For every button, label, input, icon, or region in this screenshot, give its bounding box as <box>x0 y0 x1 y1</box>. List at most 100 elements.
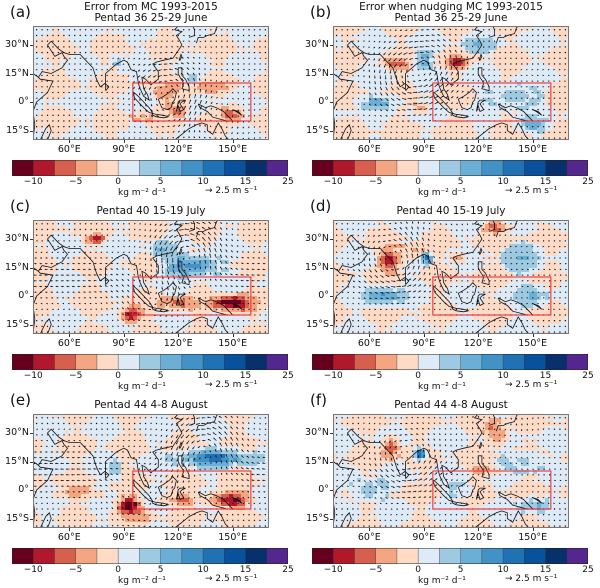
y-tick-label: 30°N <box>305 427 329 438</box>
y-tick <box>30 130 33 132</box>
y-tick <box>30 45 33 46</box>
precip-field <box>333 26 569 140</box>
x-tick-label: 60°E <box>57 532 81 543</box>
y-tick-label: 15°S <box>306 512 329 524</box>
x-tick-label: 120°E <box>163 144 193 155</box>
colorbar <box>12 548 288 564</box>
x-tick-label: 60°E <box>357 532 381 543</box>
colorbar-segment <box>418 354 440 370</box>
colorbar-segment <box>54 160 76 176</box>
x-tick <box>178 140 180 143</box>
panel-e: (e) Pentad 44 4-8 August 30°N 15°N 0° 15°S 60°… <box>0 388 300 586</box>
x-tick-label: 60°E <box>57 144 81 155</box>
colorbar-unit-label: kg m⁻² d⁻¹ <box>418 382 466 392</box>
colorbar <box>312 354 588 370</box>
colorbar-segment <box>266 354 288 370</box>
colorbar-tick-label: 15 <box>239 565 252 575</box>
colorbar-segment <box>396 354 419 370</box>
panel-d: (d) Pentad 40 15-19 July 30°N 15°N 0° 15°S 60°… <box>300 194 600 392</box>
colorbar-segment <box>460 354 483 370</box>
colorbar <box>12 160 288 176</box>
panel-title-line: Pentad 40 15-19 July <box>396 205 506 217</box>
colorbar-unit-label: kg m⁻² d⁻¹ <box>118 382 166 392</box>
y-tick-label: 15°S <box>6 512 29 524</box>
colorbar-segment <box>118 354 140 370</box>
y-tick <box>330 433 333 434</box>
colorbar-segment <box>224 160 246 176</box>
y-tick-label: 15°N <box>5 67 29 79</box>
colorbar-segment <box>54 354 76 370</box>
panel-b: (b) Error when nudging MC 1993-2015 Pentad… <box>300 0 600 199</box>
colorbar-segment <box>396 548 419 564</box>
map-frame <box>333 414 569 528</box>
y-tick-label: 15°N <box>305 67 329 79</box>
y-tick <box>30 296 33 297</box>
y-tick-label: 0° <box>318 484 329 495</box>
x-tick-label: 120°E <box>463 532 493 543</box>
colorbar-segment <box>245 160 268 176</box>
colorbar-segment <box>12 160 34 176</box>
wind-vectors <box>335 28 567 140</box>
panel-c: (c) Pentad 40 15-19 July 30°N 15°N 0° 15°S 60°… <box>0 194 300 392</box>
colorbar-segment <box>33 160 55 176</box>
x-tick <box>423 140 425 143</box>
colorbar-tick-label: 5 <box>457 565 464 575</box>
colorbar-tick-label: 10 <box>197 177 209 187</box>
colorbar-tick-label: −10 <box>323 565 343 575</box>
x-tick <box>123 140 125 143</box>
colorbar-segment <box>333 354 355 370</box>
x-tick-label: 150°E <box>518 338 548 349</box>
y-tick-label: 15°S <box>306 124 329 136</box>
y-tick-label: 15°N <box>305 455 329 467</box>
colorbar-segment <box>75 548 98 564</box>
x-tick <box>423 334 425 337</box>
colorbar-tick-label: −10 <box>23 565 43 575</box>
colorbar-segment <box>160 354 183 370</box>
colorbar-segment <box>375 354 398 370</box>
wind-key: → 2.5 m s⁻¹ <box>505 186 557 196</box>
y-tick <box>30 324 33 326</box>
colorbar-segment <box>312 548 334 564</box>
x-tick-label: 150°E <box>218 532 248 543</box>
colorbar-segment <box>118 160 140 176</box>
colorbar-tick-label: 10 <box>197 371 209 381</box>
colorbar-tick-label: 0 <box>115 565 121 575</box>
colorbar-unit-label: kg m⁻² d⁻¹ <box>418 576 466 586</box>
panel-label: (f) <box>310 391 327 409</box>
colorbar-tick-label: −10 <box>323 177 343 187</box>
panel-f: (f) Pentad 44 4-8 August 30°N 15°N 0° 15°S 60°… <box>300 388 600 586</box>
y-tick <box>330 102 333 103</box>
y-tick <box>30 433 33 434</box>
panel-title-line: Error from MC 1993-2015 <box>84 1 218 13</box>
wind-key-arrow-icon: → <box>205 380 216 390</box>
x-tick-label: 150°E <box>518 144 548 155</box>
colorbar-tick-label: 5 <box>157 177 164 187</box>
y-tick-label: 15°N <box>5 261 29 273</box>
colorbar-segment <box>266 548 288 564</box>
colorbar-tick-label: 15 <box>239 177 252 187</box>
x-tick <box>478 140 480 143</box>
wind-vectors <box>35 29 267 140</box>
x-tick-label: 90°E <box>112 144 136 155</box>
colorbar-segment <box>545 548 568 564</box>
panel-title-line: Error when nudging MC 1993-2015 <box>359 1 543 13</box>
y-tick-label: 30°N <box>5 427 29 438</box>
map-e <box>33 414 269 528</box>
wind-key: → 2.5 m s⁻¹ <box>505 574 557 584</box>
colorbar-tick-label: 0 <box>115 371 121 381</box>
colorbar-segment <box>566 160 588 176</box>
colorbar-segment <box>418 548 440 564</box>
panel-title-line: Pentad 36 25-29 June <box>394 12 508 24</box>
colorbar-tick-label: 5 <box>157 371 164 381</box>
colorbar-segment <box>354 160 376 176</box>
colorbar-segment <box>266 160 288 176</box>
wind-key: → 2.5 m s⁻¹ <box>505 380 557 390</box>
colorbar-segment <box>566 548 588 564</box>
colorbar-segment <box>245 548 268 564</box>
y-tick-label: 0° <box>18 96 29 107</box>
y-tick-label: 30°N <box>5 233 29 244</box>
panel-label: (d) <box>310 197 332 215</box>
colorbar-segment <box>524 354 546 370</box>
coastlines <box>33 26 243 140</box>
